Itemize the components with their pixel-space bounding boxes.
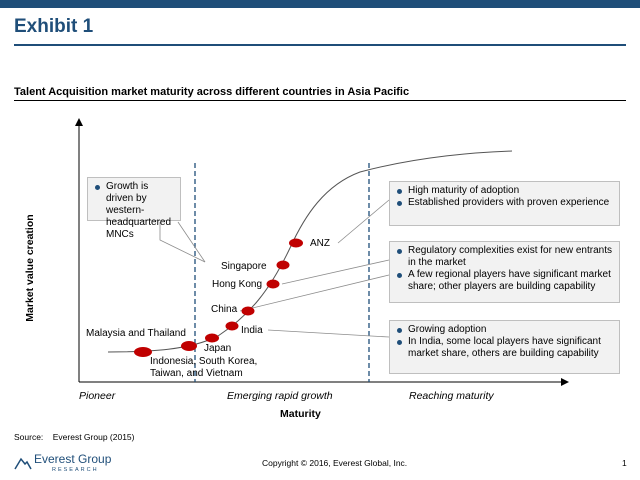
callout-maturity: High maturity of adoption Established pr… — [389, 181, 620, 226]
connector-china — [239, 274, 390, 312]
exhibit-title: Exhibit 1 — [14, 16, 94, 37]
label-japan: Japan — [204, 343, 232, 354]
callout-regulatory-item: A few regional players have significant … — [396, 269, 613, 293]
stage-pioneer: Pioneer — [79, 390, 116, 402]
label-singapore: Singapore — [221, 261, 267, 272]
label-indonesia-line2: Taiwan, and Vietnam — [150, 368, 243, 379]
callout-pioneer: Growth is driven by western-headquartere… — [87, 177, 181, 240]
callout-india-item: In India, some local players have signif… — [396, 336, 613, 360]
label-india: India — [241, 325, 263, 336]
callout-pioneer-item: Growth is driven by western-headquartere… — [94, 181, 174, 241]
point-india — [225, 321, 239, 331]
y-axis-arrow — [75, 118, 83, 126]
callout-india-item: Growing adoption — [396, 324, 613, 336]
x-axis-label: Maturity — [280, 408, 321, 420]
point-indonesia — [181, 341, 197, 351]
callout-regulatory: Regulatory complexities exist for new en… — [389, 241, 620, 303]
point-malaysia-thailand — [134, 347, 152, 357]
point-japan — [205, 333, 219, 343]
point-singapore — [276, 260, 290, 270]
point-anz — [289, 238, 303, 248]
copyright: Copyright © 2016, Everest Global, Inc. — [262, 458, 408, 468]
callout-regulatory-item: Regulatory complexities exist for new en… — [396, 245, 613, 269]
chart-subtitle: Talent Acquisition market maturity acros… — [14, 86, 410, 98]
logo-name: Everest Group — [34, 452, 112, 466]
label-indonesia-line1: Indonesia, South Korea, — [150, 356, 258, 367]
title-rule — [14, 44, 626, 46]
top-bar — [0, 0, 640, 8]
callout-india: Growing adoption In India, some local pl… — [389, 320, 620, 374]
label-china: China — [211, 304, 238, 315]
mountain-icon — [14, 457, 32, 470]
stage-emerging: Emerging rapid growth — [227, 390, 333, 402]
source-note: Source: Everest Group (2015) — [14, 432, 134, 442]
stage-maturity: Reaching maturity — [409, 390, 494, 402]
connector-anz — [337, 199, 390, 244]
everest-logo: Everest Group RESEARCH — [14, 450, 124, 478]
label-malaysia-thailand: Malaysia and Thailand — [86, 328, 186, 339]
subtitle-rule — [14, 100, 626, 101]
source-text: Everest Group (2015) — [52, 432, 135, 442]
point-hongkong — [266, 279, 280, 289]
label-anz: ANZ — [310, 238, 330, 249]
connector-pioneer-hongkong — [177, 221, 206, 263]
y-axis-label: Market value creation — [24, 214, 36, 322]
page-number: 1 — [622, 458, 627, 468]
label-hongkong: Hong Kong — [212, 279, 263, 290]
callout-maturity-item: High maturity of adoption — [396, 185, 613, 197]
connector-india — [267, 329, 390, 338]
source-label: Source: — [14, 432, 44, 442]
connector-hongkong — [281, 259, 390, 285]
connector-pioneer-singapore — [159, 222, 206, 263]
callout-maturity-item: Established providers with proven experi… — [396, 197, 613, 209]
logo-sub: RESEARCH — [52, 467, 99, 473]
point-china — [241, 306, 255, 316]
x-axis-arrow — [561, 378, 569, 386]
